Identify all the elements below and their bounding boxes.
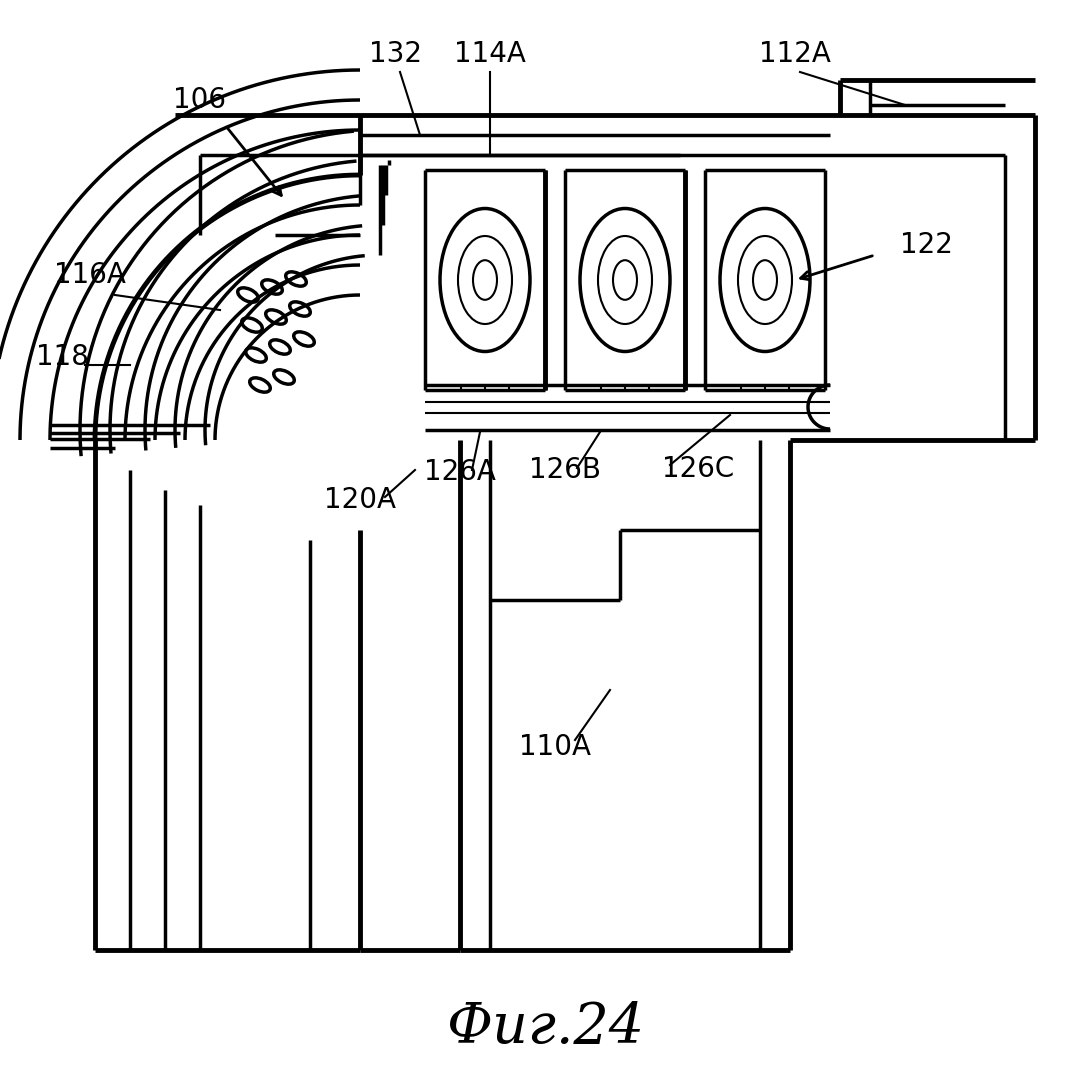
Text: 122: 122 — [900, 231, 953, 259]
Text: 132: 132 — [368, 40, 422, 68]
Text: 120A: 120A — [324, 486, 396, 514]
Text: 118: 118 — [36, 343, 88, 372]
Text: 110A: 110A — [519, 733, 591, 761]
Text: 114A: 114A — [454, 40, 526, 68]
Text: 106: 106 — [174, 86, 226, 114]
Text: 126B: 126B — [529, 456, 601, 484]
Text: 126A: 126A — [424, 458, 496, 486]
Text: 126C: 126C — [662, 455, 734, 483]
Text: 112A: 112A — [759, 40, 831, 68]
Text: Фиг.24: Фиг.24 — [447, 1001, 645, 1055]
Text: 116A: 116A — [55, 261, 126, 289]
